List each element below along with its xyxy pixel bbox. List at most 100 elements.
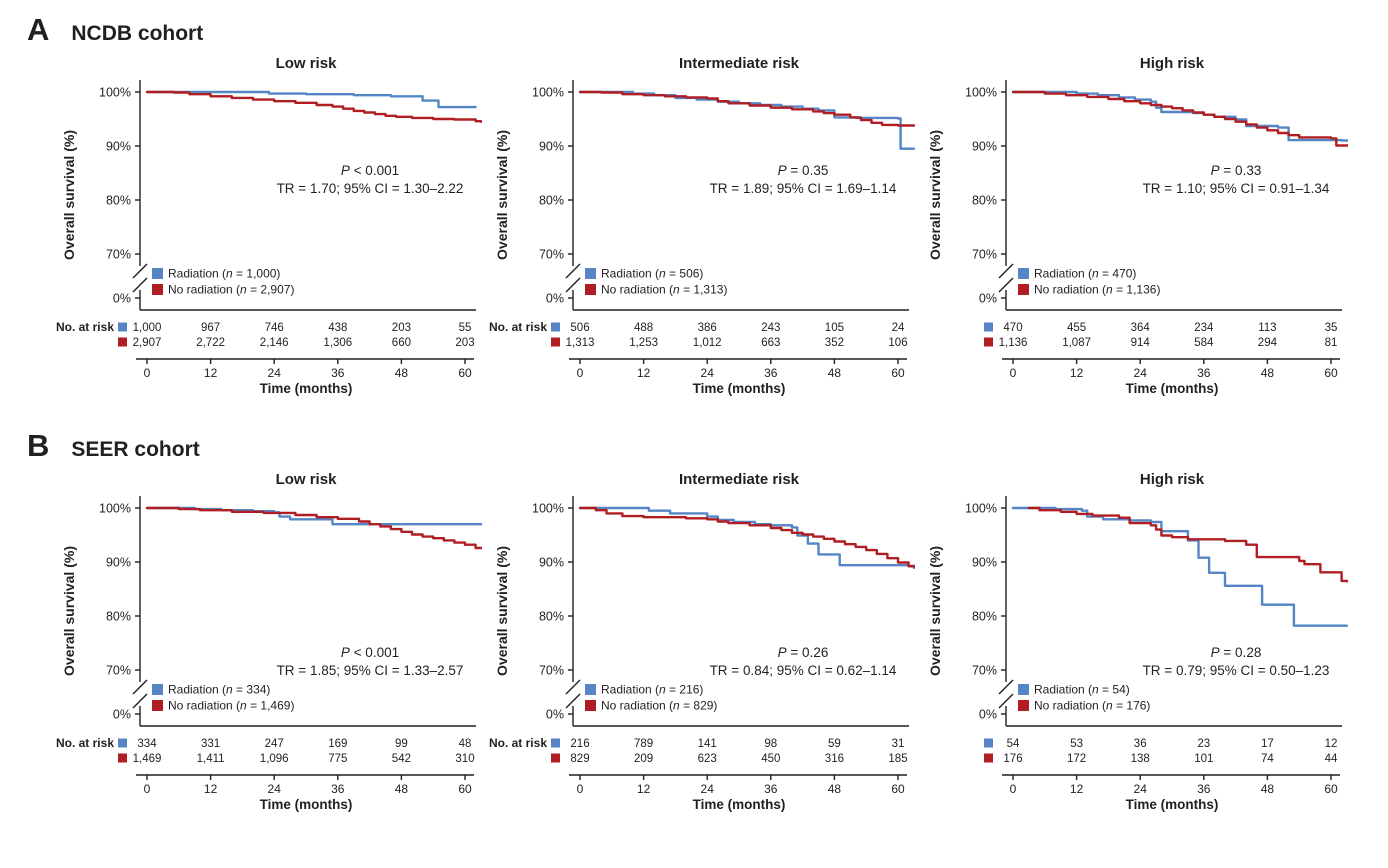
risk-count-radiation: 488 [634,322,653,334]
y-tick-label: 80% [972,194,997,208]
section-header-ncdb: A NCDB cohort [27,14,1388,52]
risk-swatch-radiation [118,322,127,332]
y-tick-label: 70% [972,664,997,678]
y-tick-label: 90% [972,556,997,570]
y-axis-break-icon [565,263,581,279]
curve-radiation [145,506,482,526]
panel-title: Low risk [276,471,338,488]
p-value-text: P < 0.001 [341,645,399,660]
risk-count-radiation: 35 [1325,322,1338,334]
tr-ci-text: TR = 0.84; 95% CI = 0.62–1.14 [710,663,897,678]
legend-swatch-radiation [585,268,596,279]
section-title-seer: SEER cohort [71,438,200,461]
y-tick-label: 80% [106,194,131,208]
x-tick-label: 0 [577,366,584,380]
legend-swatch-radiation [1018,684,1029,695]
panel-row-seer: Low risk 100% 90% 80% 70% 0% Overall survival … [50,468,1388,812]
y-tick-label: 0% [546,292,564,306]
y-axis-break-icon [132,277,148,293]
risk-count-radiation: 98 [764,738,777,750]
section-ncdb: A NCDB cohort Low risk 100% 90% 80% 70% 0% Ove… [0,14,1388,396]
legend-label-radiation: Radiation (n = 470) [1034,267,1136,281]
legend-swatch-no-radiation [152,700,163,711]
x-tick-label: 24 [701,366,715,380]
risk-count-no-radiation: 185 [888,753,907,765]
no-at-risk-label: No. at risk [489,320,547,334]
x-tick-label: 48 [828,782,842,796]
risk-swatch-radiation [551,322,560,332]
panel-title: Intermediate risk [679,471,800,488]
risk-swatch-no-radiation [118,337,127,347]
risk-swatch-no-radiation [984,337,993,347]
y-axis-break-icon [565,679,581,695]
panel-title: Intermediate risk [679,55,800,72]
y-tick-label: 90% [106,556,131,570]
y-tick-label: 100% [532,502,564,516]
risk-count-radiation: 24 [892,322,905,334]
risk-count-no-radiation: 542 [392,753,411,765]
curve-no-radiation [1027,506,1348,583]
risk-swatch-no-radiation [984,753,993,763]
y-tick-label: 100% [965,86,997,100]
y-tick-label: 70% [106,248,131,262]
y-axis-break-icon [132,693,148,709]
risk-count-no-radiation: 138 [1131,753,1150,765]
y-tick-label: 0% [979,292,997,306]
risk-count-radiation: 99 [395,738,408,750]
x-tick-label: 60 [458,782,472,796]
panel-row-ncdb: Low risk 100% 90% 80% 70% 0% Overall survival … [50,52,1388,396]
x-tick-label: 12 [1070,782,1084,796]
y-tick-label: 90% [539,556,564,570]
risk-count-no-radiation: 294 [1258,337,1278,349]
risk-count-radiation: 1,000 [133,322,162,334]
x-tick-label: 12 [204,782,218,796]
curve-no-radiation [1011,90,1348,147]
y-axis-label: Overall survival (%) [494,130,510,260]
legend-swatch-radiation [152,268,163,279]
y-tick-label: 70% [539,248,564,262]
curve-no-radiation [145,90,482,123]
km-panel-ncdb-high-risk: High risk 100% 90% 80% 70% 0% Overall survival… [927,55,1348,396]
x-tick-label: 24 [268,366,282,380]
risk-count-radiation: 203 [392,322,411,334]
risk-count-no-radiation: 172 [1067,753,1086,765]
y-tick-label: 100% [532,86,564,100]
risk-count-radiation: 243 [761,322,780,334]
y-tick-label: 0% [113,708,131,722]
legend-label-radiation: Radiation (n = 216) [601,683,703,697]
risk-count-radiation: 55 [459,322,472,334]
x-tick-label: 36 [1197,366,1211,380]
y-tick-label: 0% [546,708,564,722]
x-tick-label: 24 [701,782,715,796]
y-tick-label: 0% [979,708,997,722]
y-tick-label: 90% [972,140,997,154]
risk-count-no-radiation: 2,146 [260,337,289,349]
risk-count-radiation: 31 [892,738,905,750]
risk-count-no-radiation: 1,313 [566,337,595,349]
y-axis-break-icon [998,679,1014,695]
risk-count-no-radiation: 450 [761,753,780,765]
legend-label-no-radiation: No radiation (n = 1,469) [168,699,294,713]
risk-count-radiation: 53 [1070,738,1083,750]
risk-count-no-radiation: 1,136 [999,337,1028,349]
x-tick-label: 0 [144,366,151,380]
x-tick-label: 12 [204,366,218,380]
risk-count-radiation: 234 [1194,322,1214,334]
time-axis-label: Time (months) [260,797,353,812]
panel-title: Low risk [276,55,338,72]
y-tick-label: 90% [539,140,564,154]
risk-count-radiation: 113 [1258,322,1276,334]
risk-count-no-radiation: 209 [634,753,653,765]
tr-ci-text: TR = 1.70; 95% CI = 1.30–2.22 [277,181,464,196]
risk-count-no-radiation: 584 [1194,337,1214,349]
risk-count-radiation: 12 [1325,738,1338,750]
legend-label-radiation: Radiation (n = 506) [601,267,703,281]
tr-ci-text: TR = 0.79; 95% CI = 0.50–1.23 [1143,663,1330,678]
legend-swatch-radiation [1018,268,1029,279]
curve-no-radiation [578,90,915,127]
y-axis-break-icon [565,693,581,709]
y-tick-label: 80% [539,194,564,208]
x-tick-label: 36 [331,782,345,796]
y-axis-break-icon [998,277,1014,293]
no-at-risk-label: No. at risk [56,736,114,750]
